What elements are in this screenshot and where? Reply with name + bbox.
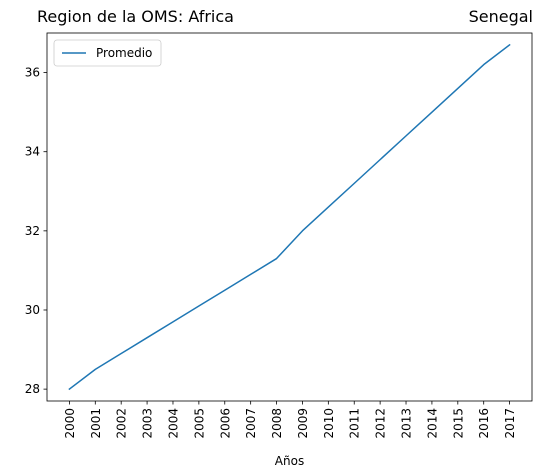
x-tick-label: 2005 (192, 408, 206, 439)
x-tick-label: 2006 (218, 408, 232, 439)
x-tick-label: 2016 (477, 408, 491, 439)
x-tick-label: 2014 (425, 408, 439, 439)
data-point (224, 289, 226, 291)
data-point (405, 135, 407, 137)
data-point (172, 321, 174, 323)
chart-subtitle: Senegal (468, 7, 533, 26)
y-tick-label: 32 (25, 224, 40, 238)
data-point (276, 258, 278, 260)
data-point (250, 274, 252, 276)
x-tick-label: 2017 (503, 408, 517, 439)
x-tick-label: 2000 (63, 408, 77, 439)
data-point (483, 64, 485, 66)
data-point (146, 337, 148, 339)
x-tick-label: 2004 (166, 408, 180, 439)
data-point (120, 353, 122, 355)
x-tick-label: 2003 (141, 408, 155, 439)
data-point (509, 44, 511, 46)
x-tick-label: 2013 (400, 408, 414, 439)
plot-frame (46, 32, 533, 402)
legend-label: Promedio (96, 46, 152, 60)
y-tick-label: 28 (25, 382, 40, 396)
x-tick-label: 2009 (296, 408, 310, 439)
x-tick-label: 2008 (270, 408, 284, 439)
x-tick-label: 2007 (244, 408, 258, 439)
chart-title: Region de la OMS: Africa (37, 7, 234, 26)
data-point (379, 159, 381, 161)
data-point (328, 206, 330, 208)
x-tick-label: 2002 (115, 408, 129, 439)
data-point (457, 88, 459, 90)
legend: Promedio (53, 39, 162, 67)
y-tick-label: 30 (25, 303, 40, 317)
x-tick-label: 2011 (348, 408, 362, 439)
data-point (198, 305, 200, 307)
x-tick-label: 2015 (451, 408, 465, 439)
y-tick-label: 34 (25, 145, 40, 159)
data-point (94, 369, 96, 371)
x-tick-label: 2001 (89, 408, 103, 439)
legend-box (53, 39, 162, 67)
data-point (69, 388, 71, 390)
data-point (353, 183, 355, 185)
data-point (431, 111, 433, 113)
x-tick-label: 2010 (322, 408, 336, 439)
x-axis-label: Años (275, 454, 304, 468)
y-tick-label: 36 (25, 66, 40, 80)
data-point (302, 230, 304, 232)
series-line-promedio (68, 43, 511, 391)
x-tick-label: 2012 (374, 408, 388, 439)
